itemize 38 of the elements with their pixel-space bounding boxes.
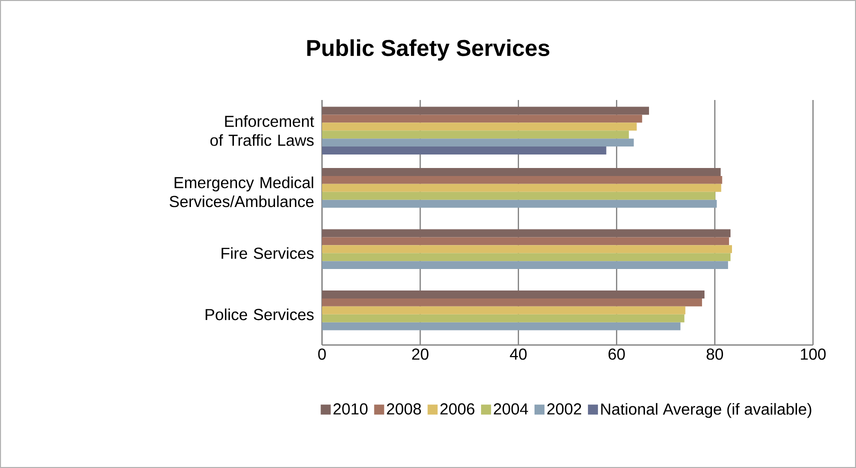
bar: [322, 322, 680, 330]
bar: [322, 237, 730, 246]
bar: [322, 138, 634, 147]
x-tick-label: 20: [412, 348, 428, 360]
bar: [322, 261, 728, 270]
x-tick-label: 100: [800, 348, 826, 360]
bar: [322, 184, 722, 192]
bar: [322, 314, 684, 322]
bar: [322, 200, 717, 208]
bar: [322, 298, 702, 306]
x-tick-label: 40: [510, 348, 527, 360]
y-tick-label: Fire Services: [222, 247, 314, 259]
bar: [322, 192, 716, 200]
legend-label: 2008: [386, 403, 421, 415]
x-tick-label: 60: [608, 348, 625, 360]
bar: [322, 290, 704, 298]
bar: [322, 176, 722, 184]
legend-label: 2004: [494, 403, 528, 415]
legend-label: 2006: [440, 403, 474, 415]
legend-label: 2010: [334, 403, 368, 415]
bar: [322, 229, 731, 238]
bar: [322, 122, 637, 131]
bar: [322, 130, 629, 139]
bar: [322, 146, 606, 154]
y-tick-label: Enforcement of Traffic Laws: [210, 115, 314, 146]
y-tick-label: Emergency Medical Services/Ambulance: [170, 176, 314, 208]
bar: [322, 168, 721, 176]
x-tick-label: 80: [706, 348, 724, 360]
x-tick-label: 0: [318, 348, 326, 360]
legend-label: National Average (if available): [601, 403, 812, 418]
chart-title: Public Safety Services: [307, 39, 550, 61]
bar: [322, 106, 650, 115]
bar: [322, 114, 642, 123]
bar: [322, 245, 732, 254]
bar: [322, 253, 731, 262]
bar: [322, 306, 686, 314]
y-tick-label: Police Services: [206, 308, 314, 320]
legend-label: 2002: [547, 403, 582, 415]
